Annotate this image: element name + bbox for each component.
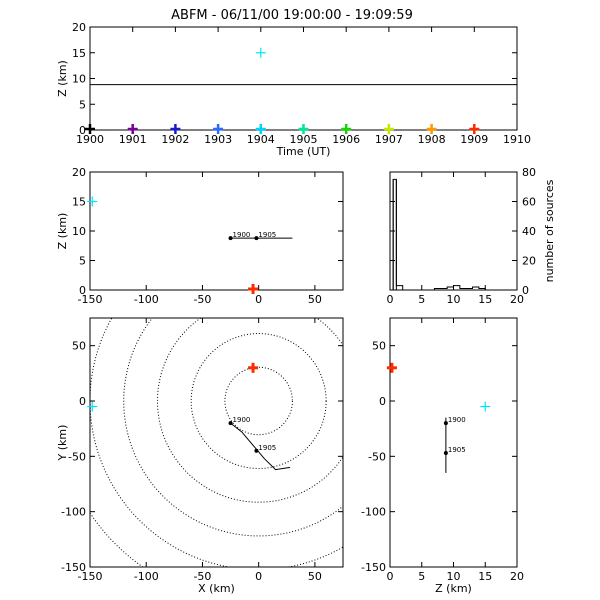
z_y-xlabel: Z (km) [435, 582, 472, 595]
x_z-track-label: 1900 [233, 231, 251, 239]
x_y-xtick-label: 50 [308, 570, 322, 583]
range-ring [90, 511, 144, 567]
chart-title: ABFM - 06/11/00 19:00:00 - 19:09:59 [171, 8, 413, 23]
x_y-ylabel: Y (km) [56, 425, 69, 462]
histogram-xtick-label: 0 [387, 293, 394, 306]
histogram-xtick-label: 20 [510, 293, 524, 306]
time_height-xlabel: Time (UT) [276, 145, 331, 158]
x_y-ytick-label: -100 [61, 506, 86, 519]
range-ring [90, 318, 343, 567]
histogram-ytick-label: 40 [522, 225, 536, 238]
histogram-ytick-label: 20 [522, 255, 536, 268]
x_y-xtick-label: -50 [193, 570, 211, 583]
time_height-xtick-label: 1909 [460, 133, 488, 146]
x_y-xtick-label: -100 [134, 570, 159, 583]
x_z-track-point [228, 236, 233, 241]
histogram-xtick-label: 10 [447, 293, 461, 306]
histogram-xtick-label: 15 [478, 293, 492, 306]
histogram-xtick-label: 5 [418, 293, 425, 306]
z_y-xtick-label: 5 [418, 570, 425, 583]
time_height-ytick-label: 0 [79, 124, 86, 137]
x_z-ytick-label: 0 [79, 284, 86, 297]
z_y-ytick-label: 0 [379, 395, 386, 408]
time_height-xtick-label: 1904 [247, 133, 275, 146]
range-ring [224, 366, 293, 436]
x_y-track-point [228, 421, 233, 426]
range-ring [156, 318, 343, 503]
time_height-ytick-label: 10 [72, 73, 86, 86]
z_y-track-label: 1905 [448, 446, 466, 454]
time_height-xtick-label: 1901 [119, 133, 147, 146]
x_z-ytick-label: 10 [72, 225, 86, 238]
z_y-ytick-label: -150 [361, 561, 386, 574]
time_height-xtick-label: 1910 [503, 133, 531, 146]
x_y-xtick-label: 0 [255, 570, 262, 583]
range-ring [123, 318, 343, 537]
z_y-xtick-label: 15 [478, 570, 492, 583]
x_z-ytick-label: 5 [79, 255, 86, 268]
x_z-xtick-label: -50 [193, 293, 211, 306]
x_y-ytick-label: -50 [68, 450, 86, 463]
time_height-ylabel: Z (km) [56, 60, 69, 97]
x_y-xlabel: X (km) [198, 582, 235, 595]
x_z-ytick-label: 20 [72, 166, 86, 179]
range-ring [190, 333, 327, 469]
histogram-ytick-label: 0 [522, 284, 529, 297]
time_height-xtick-label: 1906 [332, 133, 360, 146]
histogram-frame [389, 171, 518, 291]
plot-layer: 1900 1901 1902 1903 1904 1905 1906 1907 1908 1909… [56, 21, 556, 595]
x_z-track-point [254, 236, 259, 241]
histogram-ytick-label: 60 [522, 196, 536, 209]
x_z-ytick-label: 15 [72, 196, 86, 209]
time_height-ytick-label: 20 [72, 21, 86, 34]
x_z-xtick-label: 50 [308, 293, 322, 306]
x_y-track-line [230, 422, 291, 471]
x_y-xtick-label: -150 [78, 570, 103, 583]
x_z-track-label: 1905 [258, 231, 276, 239]
x_z-frame [89, 171, 344, 291]
x_z-xtick-label: -100 [134, 293, 159, 306]
z_y-ytick-label: -100 [361, 506, 386, 519]
x_y-frame [89, 317, 344, 568]
histogram-bars [390, 178, 517, 291]
time_height-xtick-label: 1902 [161, 133, 189, 146]
time_height-frame [89, 26, 518, 131]
x_y-track-label: 1900 [233, 416, 251, 424]
x_y-track-label: 1905 [258, 444, 276, 452]
histogram-ytick-label: 80 [522, 166, 536, 179]
x_y-ytick-label: 0 [79, 395, 86, 408]
x_z-xtick-label: 0 [255, 293, 262, 306]
z_y-xtick-label: 0 [387, 570, 394, 583]
x_z-ylabel: Z (km) [56, 213, 69, 250]
z_y-track-label: 1900 [448, 416, 466, 424]
time_height-xtick-label: 1903 [204, 133, 232, 146]
time_height-ytick-label: 5 [79, 98, 86, 111]
time_height-xtick-label: 1905 [290, 133, 318, 146]
time_height-ytick-label: 15 [72, 47, 86, 60]
z_y-ytick-label: 50 [372, 340, 386, 353]
z_y-track-point [443, 421, 448, 426]
z_y-xtick-label: 10 [447, 570, 461, 583]
x_z-xtick-label: -150 [78, 293, 103, 306]
time_height-xtick-label: 1908 [418, 133, 446, 146]
time_height-xtick-label: 1907 [375, 133, 403, 146]
histogram-ylabel: number of sources [543, 179, 556, 282]
x_y-track-point [254, 448, 259, 453]
z_y-xtick-label: 20 [510, 570, 524, 583]
z_y-track-point [443, 451, 448, 456]
time_height-xtick-label: 1900 [76, 133, 104, 146]
x_y-ytick-label: 50 [72, 340, 86, 353]
x_y-ytick-label: -150 [61, 561, 86, 574]
z_y-ytick-label: -50 [368, 450, 386, 463]
z_y-frame [389, 317, 518, 568]
